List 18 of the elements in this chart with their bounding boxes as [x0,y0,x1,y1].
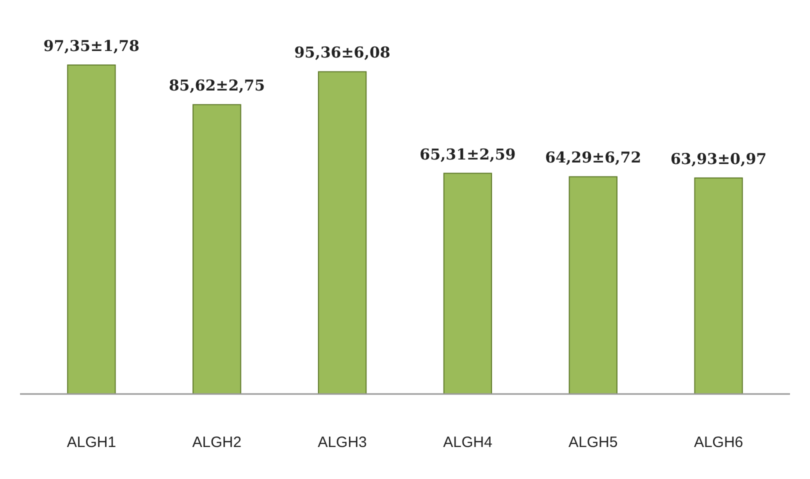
x-tick-label: ALGH1 [66,434,116,451]
bar [192,104,242,394]
x-tick-label: ALGH5 [568,434,618,451]
data-label: 85,62±2,75 [168,76,265,95]
data-label: 63,93±0,97 [670,150,767,168]
x-tick-label: ALGH3 [318,434,367,451]
bar [568,176,618,394]
data-label: 95,36±6,08 [294,44,390,62]
data-label: 65,31±2,59 [420,145,516,164]
bar [694,177,743,394]
x-tick-label: ALGH2 [192,434,242,451]
data-label: 64,29±6,72 [545,148,642,167]
x-tick-label: ALGH4 [443,434,492,451]
bar [318,71,367,394]
data-label: 97,35±1,78 [43,37,140,55]
bar [443,172,492,394]
x-tick-label: ALGH6 [694,434,744,451]
bar [67,64,116,394]
